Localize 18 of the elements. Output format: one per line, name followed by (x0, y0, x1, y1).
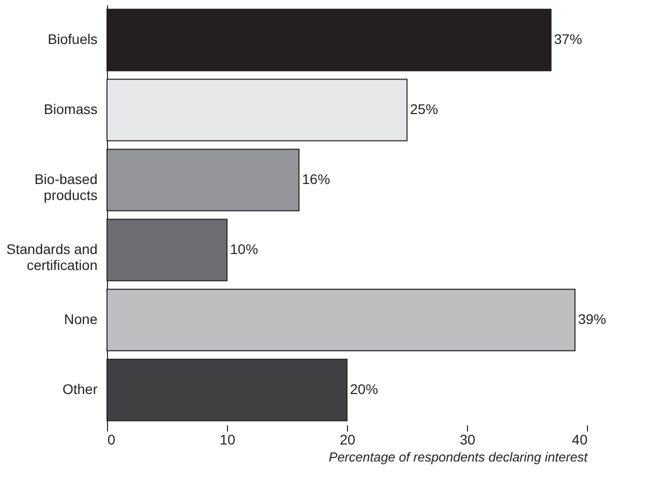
data-label: 16% (302, 171, 330, 187)
x-tick-label: 40 (572, 432, 588, 448)
x-tick-label: 20 (340, 432, 356, 448)
y-tick-label: Biofuels (48, 31, 98, 47)
data-label: 37% (554, 31, 582, 47)
x-tick-label: 10 (220, 432, 236, 448)
data-label: 39% (578, 311, 606, 327)
y-tick-label: Standards and certification (6, 241, 98, 273)
data-label: 20% (350, 381, 378, 397)
data-label: 25% (410, 101, 438, 117)
x-axis-title: Percentage of respondents declaring interest (328, 450, 589, 464)
y-tick-label: Other (62, 381, 98, 397)
x-tick-label: 30 (460, 432, 476, 448)
y-tick-label: None (64, 311, 98, 327)
y-tick-label: Biomass (44, 101, 98, 117)
x-tick-label: 0 (108, 432, 116, 448)
data-label: 10% (230, 241, 258, 257)
y-tick-label: Bio-based products (34, 171, 98, 203)
